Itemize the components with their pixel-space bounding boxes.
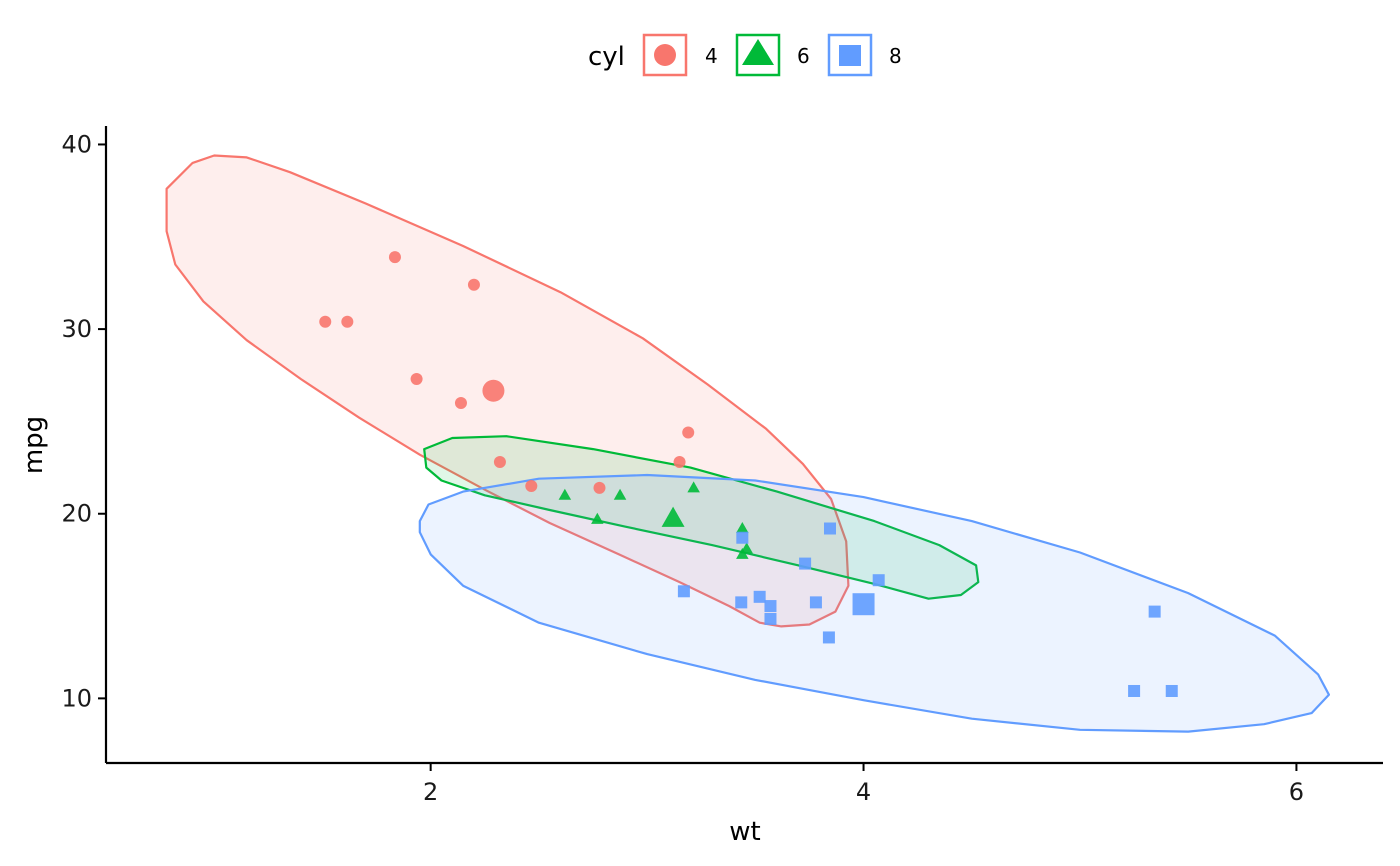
data-point-cyl-6 [558,488,572,500]
data-point-cyl-8 [764,600,777,613]
data-point-cyl-6 [736,547,749,559]
data-point-cyl-8 [823,522,836,535]
legend-square-icon [839,45,861,66]
data-points [319,251,1178,697]
data-point-cyl-6 [591,512,604,524]
y-tick-label: 10 [61,684,92,712]
mean-point-cyl-4 [482,379,505,402]
data-point-cyl-4 [493,456,506,469]
x-axis-ticks: 2 4 6 [423,763,1304,806]
data-point-cyl-8 [753,590,766,603]
mean-point-cyl-6 [661,506,685,527]
data-point-cyl-4 [388,251,401,264]
data-point-cyl-8 [1128,684,1141,697]
data-point-cyl-4 [454,396,467,409]
data-point-cyl-8 [735,596,748,609]
data-point-cyl-4 [673,456,686,469]
data-point-cyl-8 [1148,605,1161,618]
data-point-cyl-4 [319,315,332,328]
legend-triangle-icon [742,39,774,65]
data-point-cyl-8 [799,557,812,570]
legend-title: cyl [588,42,625,72]
axes: 2 4 6 10 20 30 40 wt mpg [19,126,1383,847]
data-point-cyl-4 [682,426,695,439]
data-point-cyl-8 [764,612,777,625]
y-tick-label: 20 [61,500,92,528]
legend-circle-icon [654,44,676,66]
legend: cyl 4 6 8 [588,33,902,77]
data-point-cyl-8 [1165,684,1178,697]
data-point-cyl-8 [822,631,835,644]
x-tick-label: 4 [856,778,871,806]
x-tick-label: 2 [423,778,438,806]
legend-key-8 [827,33,873,77]
y-tick-label: 40 [61,130,92,158]
data-point-cyl-4 [341,315,354,328]
y-axis-ticks: 10 20 30 40 [61,130,106,712]
data-point-cyl-4 [410,372,423,385]
y-tick-label: 30 [61,315,92,343]
data-point-cyl-6 [736,522,749,534]
x-tick-label: 6 [1289,778,1304,806]
y-axis-title: mpg [19,416,49,474]
data-point-cyl-8 [736,531,749,544]
data-point-cyl-8 [809,596,822,609]
legend-key-4 [642,33,688,77]
data-point-cyl-8 [872,574,885,587]
data-point-cyl-6 [687,481,700,493]
data-point-cyl-8 [677,585,690,598]
mean-point-cyl-8 [852,593,875,616]
data-point-cyl-4 [593,481,606,494]
data-point-cyl-4 [525,480,538,493]
data-point-cyl-6 [613,488,627,500]
data-point-cyl-4 [467,278,480,291]
legend-label-8: 8 [889,44,902,68]
legend-label-4: 4 [705,44,718,68]
x-axis-title: wt [729,817,760,847]
legend-label-6: 6 [797,44,810,68]
